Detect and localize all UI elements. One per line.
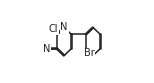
Text: Cl: Cl xyxy=(49,24,58,34)
Text: N: N xyxy=(61,22,68,32)
Text: N: N xyxy=(43,43,51,54)
Text: Br: Br xyxy=(84,48,94,58)
